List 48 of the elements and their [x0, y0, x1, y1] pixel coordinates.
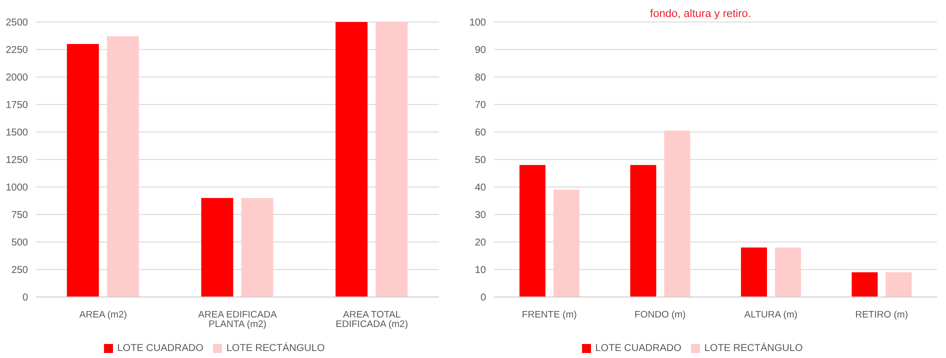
bar [336, 22, 368, 297]
bar [519, 165, 546, 297]
y-tick-label: 30 [474, 210, 486, 222]
bar [886, 272, 912, 297]
y-tick-label: 0 [480, 292, 486, 304]
bar [740, 248, 767, 297]
y-tick-label: 20 [474, 238, 486, 249]
chart-title: fondo, altura y retiro. [650, 8, 751, 20]
x-tick-label: AREA (m2) [79, 310, 127, 321]
y-tick-label: 40 [474, 182, 486, 194]
y-tick-label: 1000 [6, 182, 28, 194]
legend-label: LOTE RECTÁNGULO [704, 343, 803, 354]
y-tick-label: 1250 [6, 155, 28, 166]
y-tick-label: 50 [474, 155, 486, 166]
y-tick-label: 1500 [6, 128, 28, 139]
bar [376, 22, 408, 297]
y-tick-label: 0 [22, 292, 28, 304]
legend-label: LOTE RECTÁNGULO [226, 343, 325, 354]
x-tick-label: ALTURA (m) [744, 310, 798, 321]
legend-label: LOTE CUADRADO [117, 343, 204, 354]
x-tick-label: AREA TOTAL EDIFICADA (m2) [336, 310, 408, 330]
bar [553, 190, 580, 297]
bar [106, 36, 139, 297]
y-tick-label: 60 [474, 128, 486, 139]
y-tick-label: 80 [474, 72, 486, 84]
bar [66, 44, 99, 297]
x-tick-label: FRENTE (m) [522, 310, 577, 321]
y-tick-label: 2250 [6, 45, 28, 56]
y-tick-label: 500 [11, 238, 28, 249]
y-tick-label: 100 [469, 18, 486, 29]
y-tick-label: 90 [474, 45, 486, 56]
bar [852, 272, 878, 297]
legend-label: LOTE CUADRADO [595, 343, 682, 354]
bar [201, 198, 234, 297]
x-tick-label: FONDO (m) [634, 310, 686, 321]
y-tick-label: 2000 [6, 72, 28, 84]
bar [774, 248, 801, 297]
y-tick-label: 2500 [6, 18, 28, 29]
y-tick-label: 250 [11, 265, 28, 276]
y-tick-label: 70 [474, 100, 486, 112]
y-tick-label: 750 [11, 210, 28, 222]
y-tick-label: 1750 [6, 100, 28, 112]
bar [630, 165, 656, 297]
bar [664, 130, 690, 297]
y-tick-label: 10 [474, 265, 486, 276]
x-tick-label: RETIRO (m) [855, 310, 908, 321]
bar [241, 198, 274, 297]
x-tick-label: AREA EDIFICADA PLANTA (m2) [198, 310, 278, 330]
